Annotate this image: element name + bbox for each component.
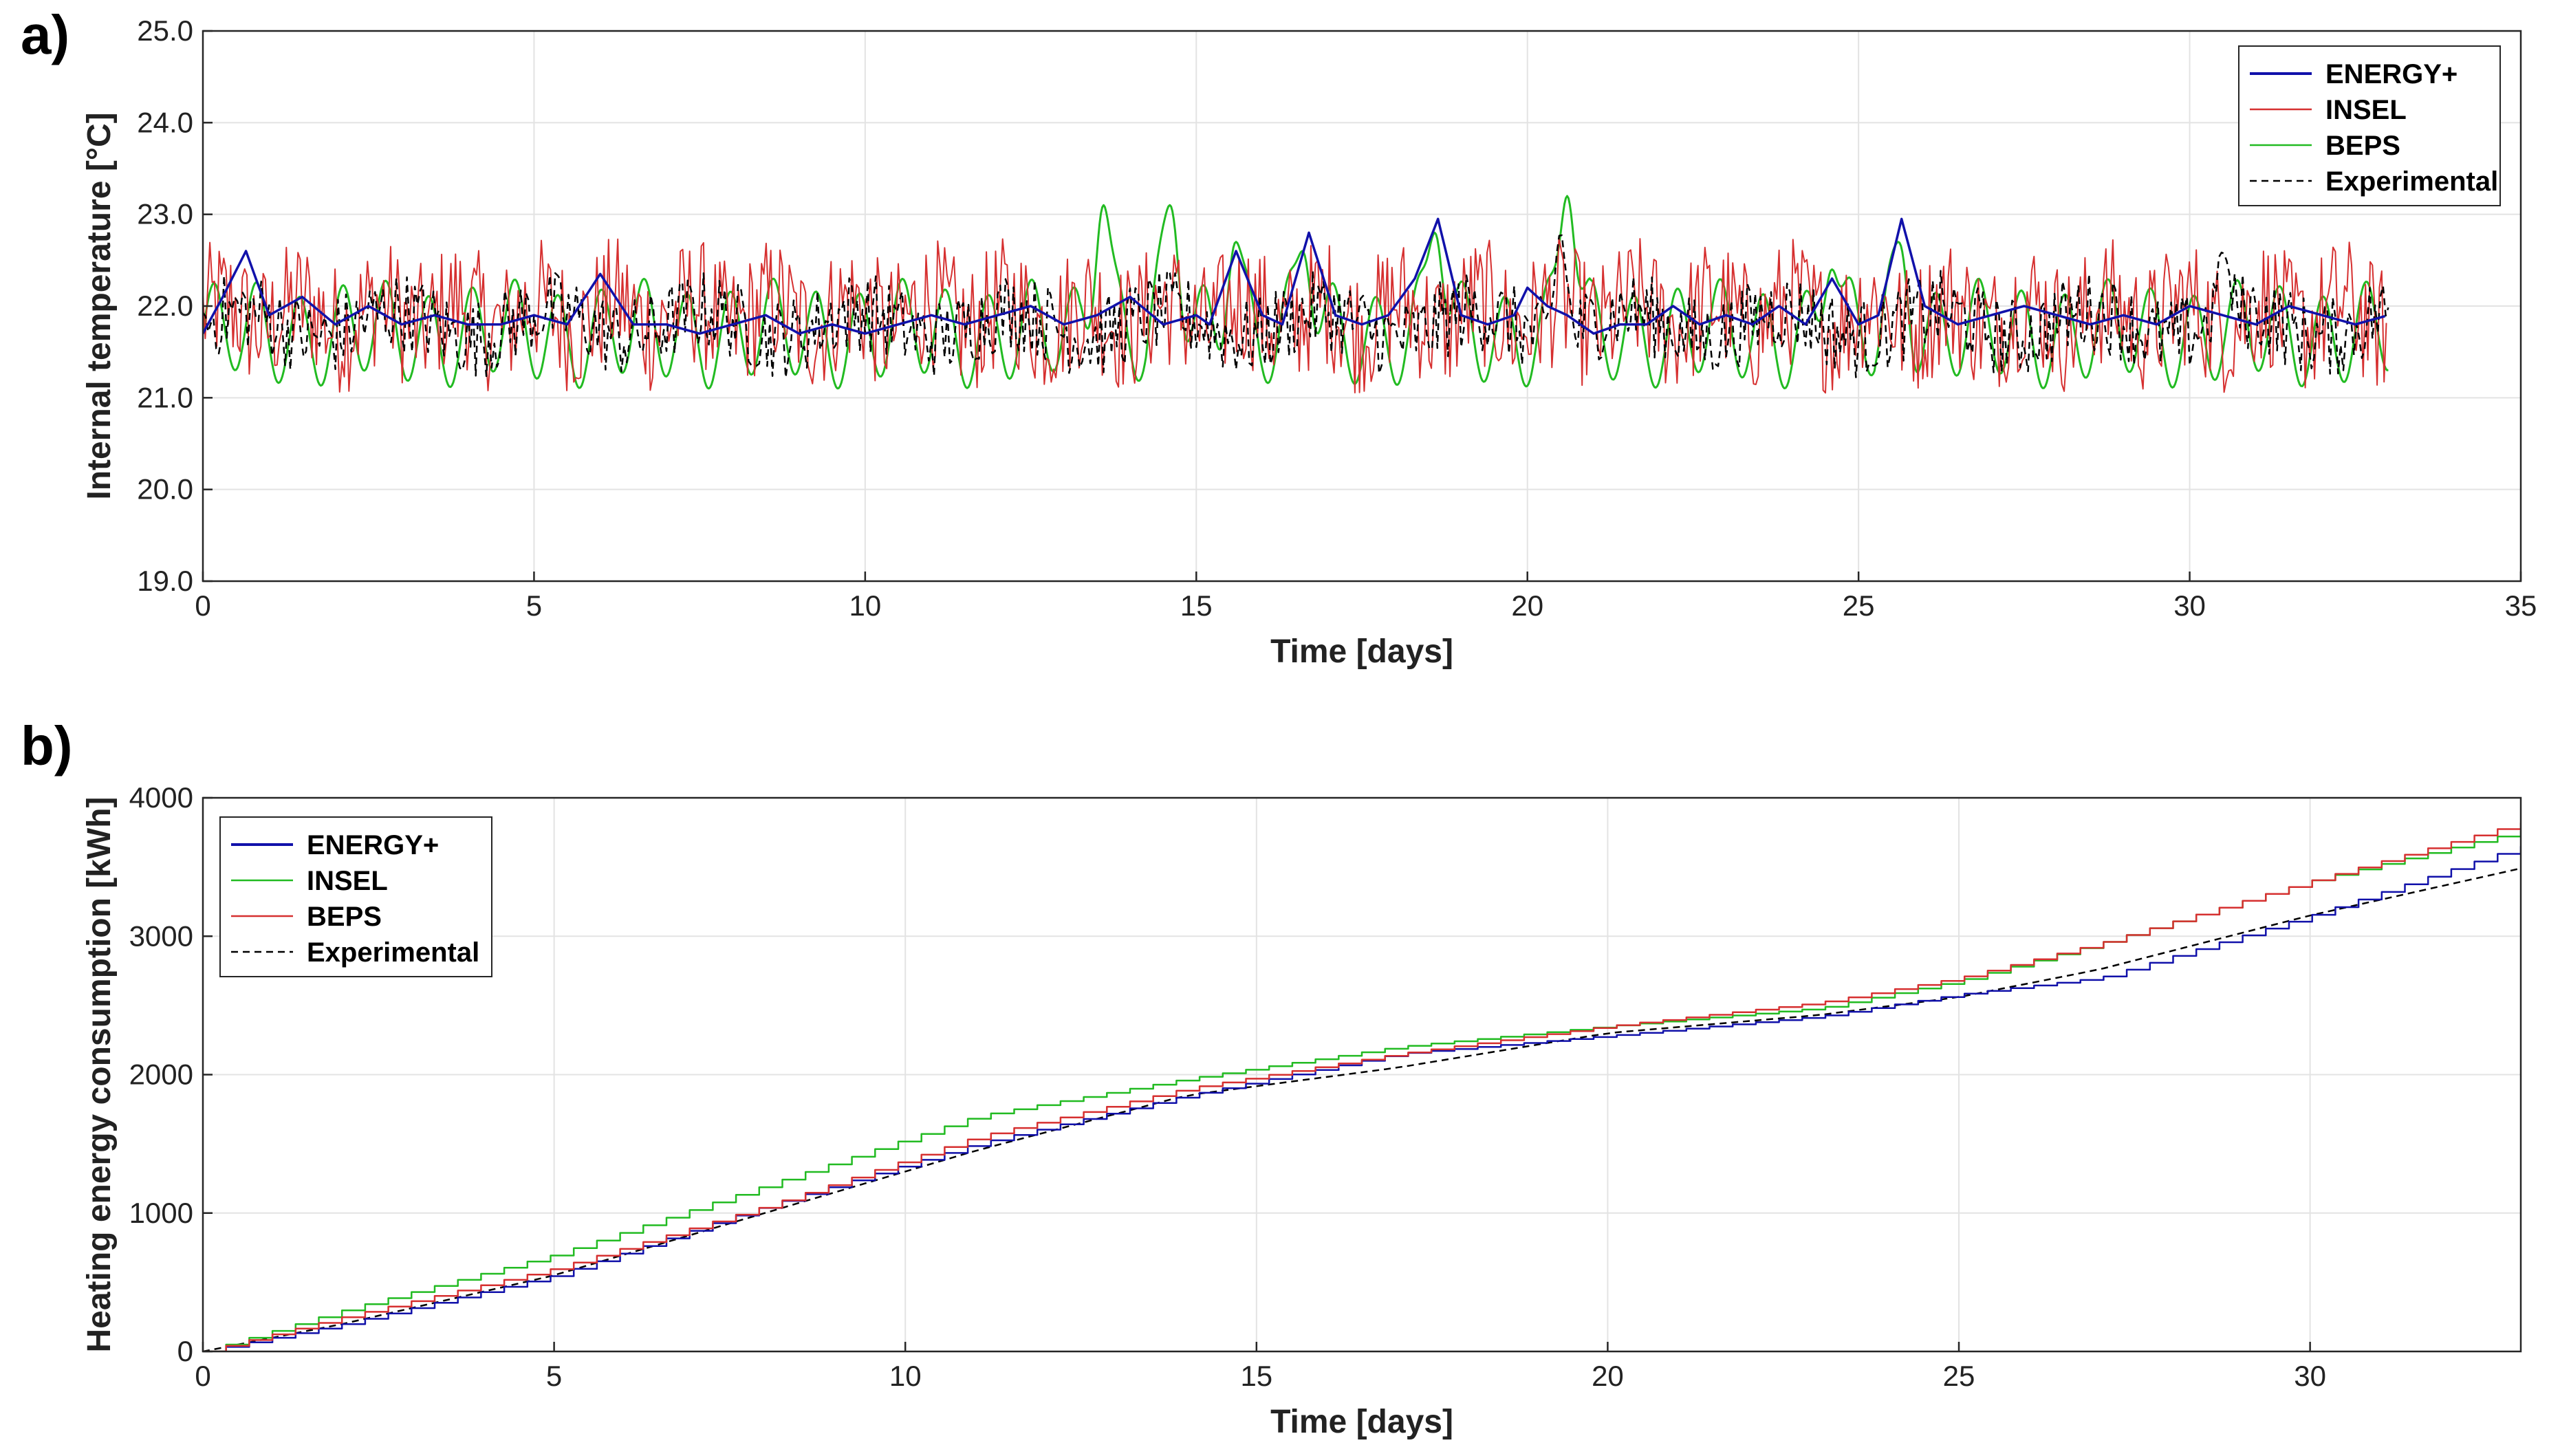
series-experimental-line [203,234,2389,379]
legend-label: BEPS [2325,131,2400,161]
panel-b-y-ticks: 0 1000 2000 3000 4000 [129,781,213,1367]
x-tick-label: 30 [2173,589,2206,622]
panel-b-x-ticks: 0 5 10 15 20 25 30 [195,1342,2326,1392]
y-tick-label: 20.0 [137,473,193,506]
panel-b-series [203,823,2521,1351]
x-tick-label: 35 [2505,589,2537,622]
y-tick-label: 4000 [129,781,193,814]
x-tick-label: 5 [526,589,542,622]
panel-a-y-axis-label: Internal temperature [°C] [81,112,118,499]
series-beps-line [203,195,2389,390]
x-tick-label: 15 [1240,1360,1272,1392]
series-energyplus-line [203,217,2386,335]
y-tick-label: 21.0 [137,381,193,413]
panel-b-y-axis-label: Heating energy consumption [kWh] [81,796,118,1352]
panel-a-x-ticks: 0 5 10 15 20 25 30 35 [195,572,2537,622]
y-tick-label: 25.0 [137,14,193,47]
legend-label: ENERGY+ [307,830,439,860]
x-tick-label: 5 [546,1360,562,1392]
panel-a-temperature-chart: a) 0 5 10 15 20 25 30 35 19.0 20.0 21.0 22.0 23.0 24… [21,4,2537,670]
series-insel-line [203,236,2387,394]
legend-label: INSEL [2325,95,2407,125]
y-tick-label: 3000 [129,920,193,952]
x-tick-label: 0 [195,1360,210,1392]
legend-label: Experimental [307,937,479,968]
x-tick-label: 10 [889,1360,922,1392]
y-tick-label: 0 [177,1335,193,1367]
legend-label: Experimental [2325,166,2498,197]
panel-b-energy-chart: b) 0 5 10 15 20 25 30 0 1000 2000 3000 4000 Time [… [21,715,2522,1440]
x-tick-label: 10 [849,589,881,622]
y-tick-label: 22.0 [137,290,193,322]
y-tick-label: 23.0 [137,198,193,230]
legend-label: ENERGY+ [2325,59,2458,89]
panel-a-label: a) [21,4,69,65]
panel-a-grid [202,30,2521,582]
panel-a-x-axis-label: Time [days] [1270,633,1453,670]
panel-b-x-axis-label: Time [days] [1270,1404,1453,1440]
y-tick-label: 19.0 [137,565,193,597]
x-tick-label: 20 [1511,589,1543,622]
x-tick-label: 25 [1943,1360,1975,1392]
panel-b-legend: ENERGY+ INSEL BEPS Experimental [219,816,492,977]
y-tick-label: 1000 [129,1197,193,1229]
panel-b-label: b) [21,715,73,776]
x-tick-label: 15 [1180,589,1213,622]
y-tick-label: 24.0 [137,106,193,138]
legend-label: BEPS [307,902,382,932]
x-tick-label: 25 [1843,589,1875,622]
panel-a-legend: ENERGY+ INSEL BEPS Experimental [2238,45,2501,206]
legend-label: INSEL [307,866,388,896]
x-tick-label: 30 [2294,1360,2326,1392]
x-tick-label: 20 [1592,1360,1624,1392]
y-tick-label: 2000 [129,1058,193,1091]
series-beps-line [203,823,2521,1351]
x-tick-label: 0 [195,589,210,622]
series-experimental-line [203,867,2521,1351]
panel-a-series [203,195,2389,394]
panel-a-y-ticks: 19.0 20.0 21.0 22.0 23.0 24.0 25.0 [137,14,213,597]
